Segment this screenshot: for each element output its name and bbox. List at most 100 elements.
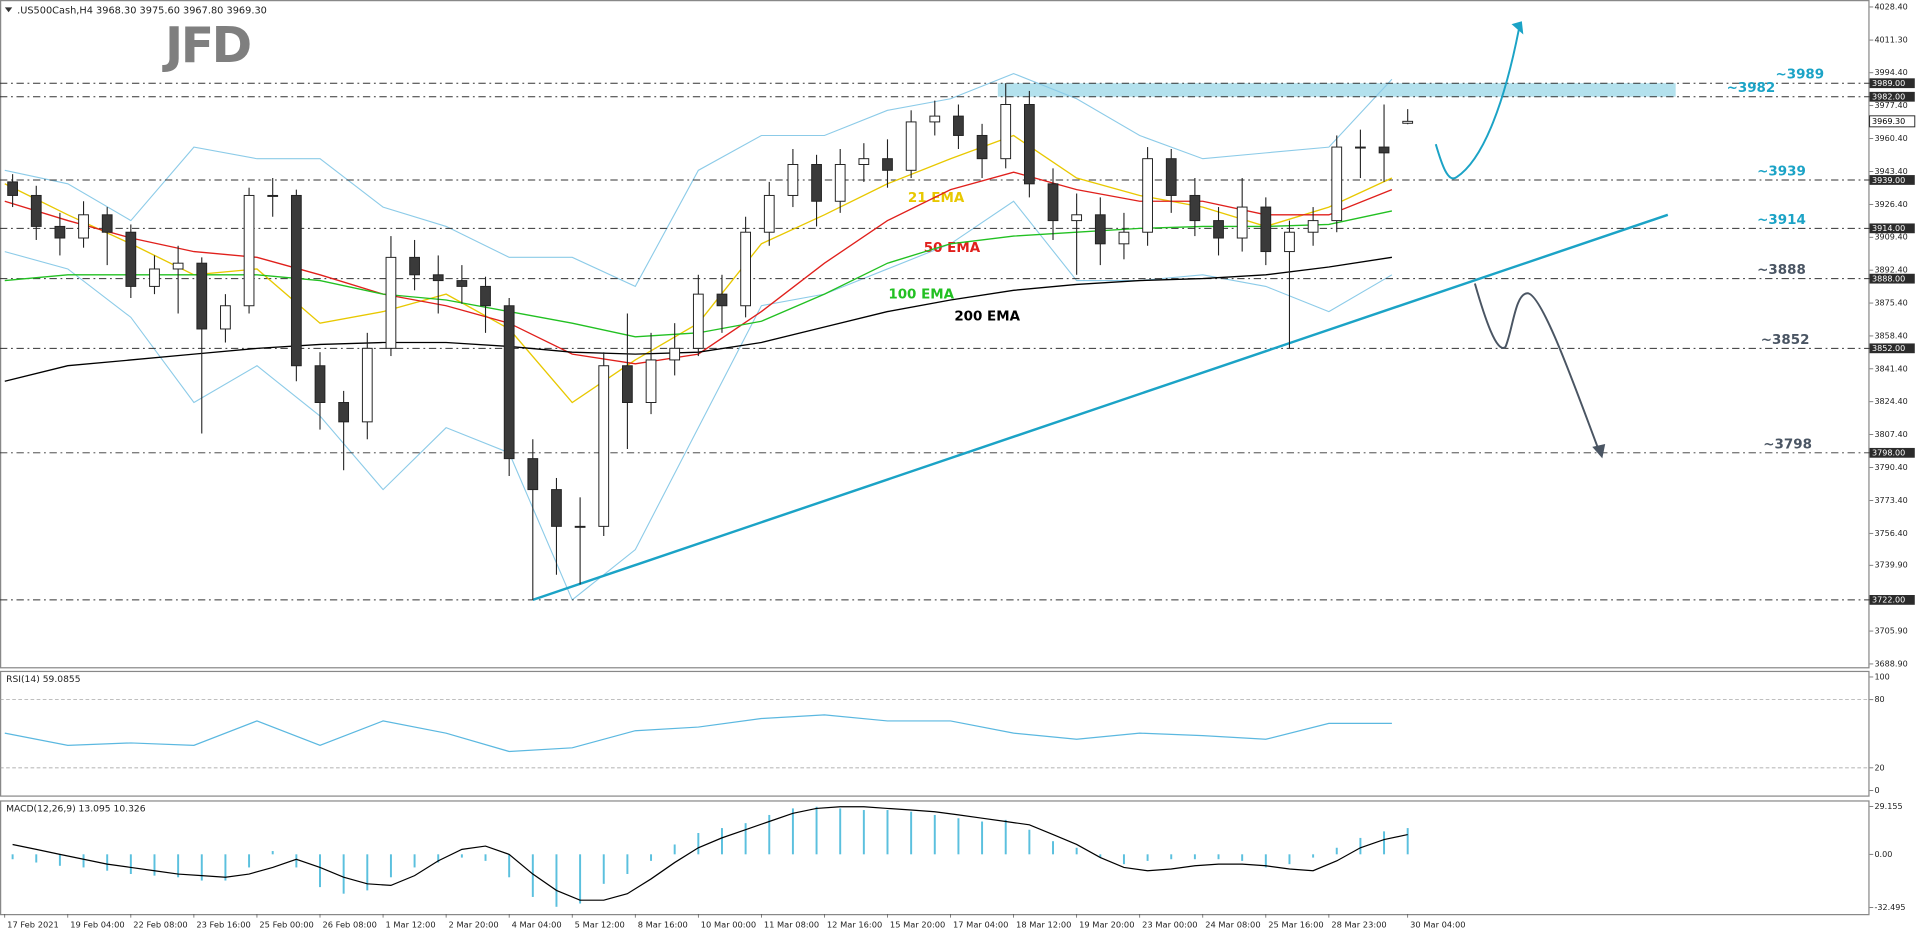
- macd-bar: [626, 854, 629, 874]
- macd-bar: [862, 810, 865, 855]
- macd-bar: [579, 854, 582, 904]
- candle-body: [1071, 214, 1083, 222]
- candle-body: [692, 293, 704, 349]
- candle-body: [551, 489, 562, 527]
- candle-body: [622, 365, 633, 403]
- price-tag-label: 3798.00: [1872, 449, 1905, 458]
- y-tick-label: 3909.40: [1874, 233, 1907, 242]
- candle-body: [1189, 194, 1201, 222]
- macd-bar: [508, 854, 511, 878]
- y-tick-label: 3739.90: [1874, 561, 1907, 570]
- macd-bar: [106, 854, 109, 871]
- x-tick-label: 8 Mar 16:00: [638, 920, 688, 930]
- candle-body: [905, 121, 917, 171]
- bollinger-upper: [4, 72, 1393, 288]
- candle-body: [740, 231, 751, 307]
- macd-bar: [35, 854, 38, 863]
- macd-bar: [1217, 854, 1220, 860]
- candle-body: [1378, 146, 1390, 154]
- macd-bar: [1383, 831, 1386, 855]
- price-tag: [1869, 175, 1915, 185]
- level-note: ~3914: [1757, 213, 1806, 228]
- rsi-line: [4, 714, 1392, 753]
- candle-body: [834, 163, 846, 202]
- candle-body: [149, 268, 160, 287]
- macd-bar: [602, 854, 605, 884]
- price-tag-label: 3914.00: [1872, 224, 1905, 233]
- x-tick-label: 1 Mar 12:00: [386, 920, 436, 930]
- macd-bar: [271, 851, 274, 855]
- price-tag: [1869, 223, 1915, 234]
- macd-bar: [1241, 854, 1244, 861]
- macd-bar: [744, 823, 747, 855]
- candle-body: [125, 231, 137, 287]
- level-note: ~3798: [1763, 437, 1812, 452]
- candle-body: [574, 525, 586, 528]
- x-tick-label: 28 Mar 23:00: [1331, 920, 1386, 930]
- price-tag-label: 3888.00: [1872, 275, 1905, 284]
- macd-bar: [791, 808, 794, 855]
- signal-line: [12, 806, 1408, 901]
- macd-bar: [413, 854, 416, 868]
- macd-bar: [910, 811, 913, 855]
- candle-body: [314, 365, 326, 403]
- ema-label: 50 EMA: [924, 241, 981, 256]
- macd-bar: [886, 810, 889, 855]
- y-tick-label: 3773.40: [1874, 496, 1907, 505]
- x-tick-label: 25 Feb 00:00: [259, 920, 313, 930]
- macd-bar: [1406, 828, 1409, 855]
- candle-body: [338, 402, 350, 423]
- price-tag: [1869, 273, 1915, 284]
- macd-bar: [342, 854, 345, 894]
- macd-bar: [200, 854, 203, 881]
- macd-bar: [1264, 854, 1267, 868]
- price-tag-label: 3989.00: [1872, 79, 1905, 88]
- candle-body: [811, 163, 822, 202]
- candle-body: [1118, 231, 1130, 245]
- macd-bar: [153, 854, 156, 876]
- x-tick-label: 19 Mar 20:00: [1079, 920, 1134, 930]
- last-price-tag: [1869, 115, 1916, 128]
- candle-body: [716, 293, 728, 307]
- x-tick-label: 12 Mar 16:00: [827, 920, 882, 930]
- candle-body: [1402, 120, 1414, 124]
- level-note: ~3852: [1761, 333, 1810, 348]
- price-tag: [1869, 91, 1915, 102]
- x-tick-label: 17 Feb 2021: [7, 920, 59, 930]
- forecast-arrow-down: [1473, 283, 1601, 453]
- candle-body: [172, 262, 184, 270]
- y-tick-label: 4011.30: [1874, 36, 1907, 45]
- level-note: ~3989: [1775, 68, 1824, 83]
- macd-bar: [650, 854, 653, 861]
- y-tick-label: 3790.40: [1874, 463, 1907, 472]
- y-tick-label: 3892.40: [1874, 266, 1907, 275]
- macd-bar: [1028, 829, 1031, 855]
- candle-body: [432, 274, 444, 282]
- macd-bar: [319, 854, 321, 888]
- price-tag-label: 3722.00: [1872, 596, 1905, 605]
- y-tick-label: 0.00: [1874, 850, 1892, 859]
- macd-bar: [768, 814, 771, 855]
- y-tick-label: 29.155: [1874, 802, 1902, 811]
- macd-bar: [389, 854, 392, 878]
- y-tick-label: 3705.90: [1874, 627, 1907, 636]
- panel-title: MACD(12,26,9) 13.095 10.326: [6, 803, 146, 814]
- forecast-arrow-up: [1434, 29, 1520, 180]
- candle-body: [1094, 214, 1106, 245]
- macd-bar: [815, 806, 818, 855]
- candle-body: [290, 194, 302, 367]
- x-tick-label: 19 Feb 04:00: [70, 920, 124, 930]
- x-tick-label: 11 Mar 08:00: [764, 920, 819, 930]
- candle-body: [1000, 104, 1012, 160]
- y-tick-label: 3824.40: [1874, 397, 1907, 406]
- symbol-header: .US500Cash,H4 3968.30 3975.60 3967.80 39…: [17, 5, 267, 16]
- macd-bar: [295, 854, 298, 868]
- candle-body: [953, 115, 964, 136]
- macd-bar: [1146, 854, 1149, 861]
- panel-title: RSI(14) 59.0855: [6, 674, 81, 685]
- macd-bar: [957, 818, 960, 855]
- menu-icon[interactable]: [4, 7, 13, 13]
- arrow-head: [1592, 443, 1606, 459]
- macd-bar: [1170, 854, 1173, 860]
- y-tick-label: 3841.40: [1874, 364, 1907, 373]
